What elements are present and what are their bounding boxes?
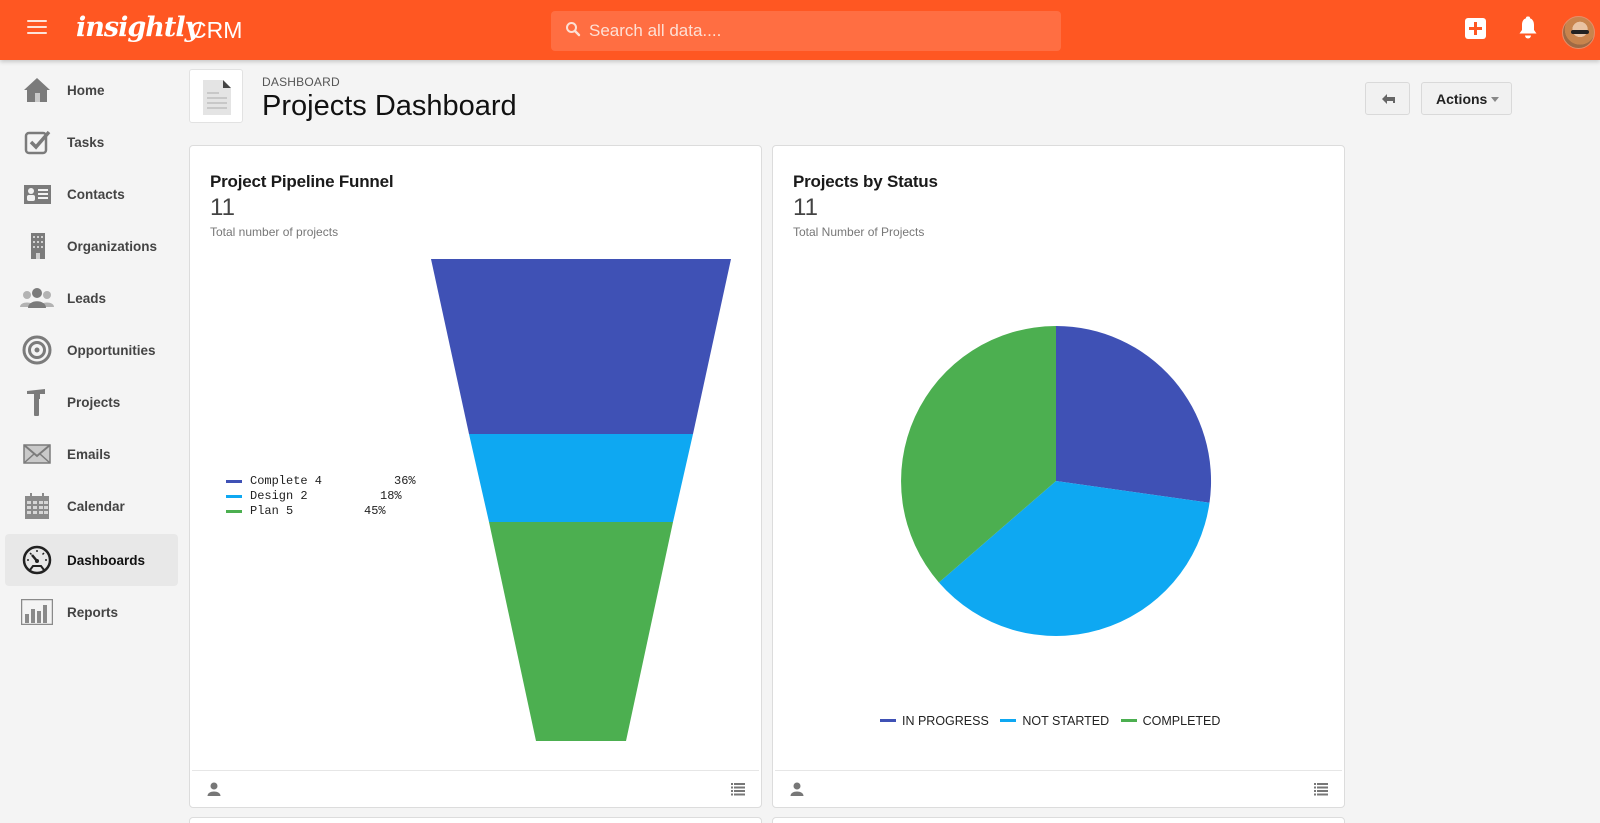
legend-item[interactable]: Design 2 18% [226,489,402,504]
legend-swatch [1000,719,1017,723]
sidebar-item-leads[interactable]: Leads [5,272,178,324]
sidebar-item-label: Reports [67,605,119,620]
funnel-segment-design[interactable] [469,434,693,522]
search-icon [566,22,581,37]
page-title: Projects Dashboard [262,90,517,122]
top-bar: insightly CRM [0,0,1600,60]
add-new-icon[interactable] [1465,18,1486,39]
back-arrow-icon [1382,94,1395,104]
people-icon [20,288,54,308]
sidebar-item-reports[interactable]: Reports [5,586,178,638]
user-icon[interactable] [207,782,221,796]
card-title[interactable]: Projects by Status [793,172,938,191]
card-footer-divider [775,770,1342,771]
sidebar-item-opportunities[interactable]: Opportunities [5,324,178,376]
sidebar-item-label: Emails [67,447,111,462]
sidebar-item-label: Organizations [67,239,158,254]
sidebar-item-emails[interactable]: Emails [5,428,178,480]
sidebar-item-organizations[interactable]: Organizations [5,220,178,272]
sidebar-item-label: Home [67,83,105,98]
sidebar-item-label: Projects [67,395,121,410]
pie-slice-in-progress[interactable] [1056,326,1212,503]
app-name: CRM [190,17,243,43]
sidebar: Home Tasks Contacts Organizations Leads … [0,60,185,823]
building-icon [31,233,45,259]
legend-swatch [226,495,242,498]
pie-slice-completed[interactable] [901,326,1056,583]
sidebar-item-calendar[interactable]: Calendar [5,480,178,532]
next-card-left [189,817,762,823]
sidebar-item-label: Dashboards [67,553,146,568]
bar-chart-icon [21,599,53,625]
card-title[interactable]: Project Pipeline Funnel [210,172,394,191]
breadcrumb[interactable]: DASHBOARD [262,75,340,89]
envelope-icon [23,444,51,464]
contact-card-icon [24,185,51,204]
funnel-chart [431,259,731,741]
next-card-right [772,817,1345,823]
user-avatar[interactable] [1562,16,1595,49]
legend-swatch [1120,719,1137,723]
back-button[interactable] [1365,82,1410,115]
calendar-icon [25,493,49,519]
target-icon [22,335,52,365]
sidebar-item-projects[interactable]: Projects [5,376,178,428]
funnel-chart-card: Project Pipeline Funnel 11 Total number … [189,145,762,808]
dashboard-document-icon [189,69,243,123]
sidebar-item-label: Calendar [67,499,125,514]
card-count: 11 [210,194,235,221]
list-view-icon[interactable] [731,783,745,796]
list-view-icon[interactable] [1314,783,1328,796]
pie-legend: IN PROGRESS NOT STARTED COMPLETED [880,714,1228,728]
legend-swatch [880,719,896,723]
sidebar-item-home[interactable]: Home [5,64,178,116]
caret-down-icon [1491,97,1499,102]
sidebar-item-label: Leads [67,291,107,306]
pie-slice-not-started[interactable] [938,481,1210,636]
legend-item[interactable]: COMPLETED [1120,714,1220,728]
legend-item[interactable]: NOT STARTED [1000,714,1109,728]
funnel-segment-complete[interactable] [431,259,731,434]
funnel-legend: Complete 4 36% Design 2 18% Plan 5 45% [226,474,416,519]
legend-item[interactable]: Plan 5 45% [226,504,386,519]
tasks-checkbox-icon [24,130,51,155]
legend-item[interactable]: Complete 4 36% [226,474,416,489]
search-box [551,11,1061,51]
legend-swatch [226,480,242,483]
pie-chart [901,326,1212,636]
card-subtitle: Total number of projects [210,225,339,239]
notifications-bell-icon[interactable] [1517,16,1539,40]
card-footer-divider [192,770,759,771]
sidebar-item-label: Contacts [67,187,125,202]
card-count: 11 [793,194,818,221]
pie-chart-card: Projects by Status 11 Total Number of Pr… [772,145,1345,808]
hammer-icon [27,389,45,416]
sidebar-item-tasks[interactable]: Tasks [5,116,178,168]
logo[interactable]: insightly [76,12,200,43]
user-icon[interactable] [790,782,804,796]
sidebar-item-dashboards[interactable]: Dashboards [5,534,178,586]
sidebar-item-label: Opportunities [67,343,156,358]
speedometer-icon [22,545,52,575]
actions-label: Actions [1436,91,1488,107]
home-icon [24,78,50,102]
search-input[interactable] [589,11,1049,51]
card-subtitle: Total Number of Projects [793,225,925,239]
sidebar-item-contacts[interactable]: Contacts [5,168,178,220]
legend-item[interactable]: IN PROGRESS [880,714,989,728]
legend-swatch [226,510,242,513]
actions-dropdown-button[interactable]: Actions [1421,82,1512,115]
hamburger-menu-icon[interactable] [27,20,47,36]
funnel-segment-plan[interactable] [489,522,673,741]
sidebar-item-label: Tasks [67,135,105,150]
